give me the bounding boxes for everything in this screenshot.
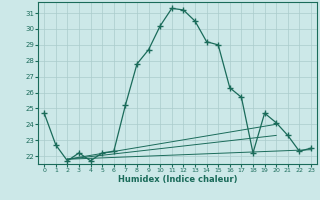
X-axis label: Humidex (Indice chaleur): Humidex (Indice chaleur) xyxy=(118,175,237,184)
